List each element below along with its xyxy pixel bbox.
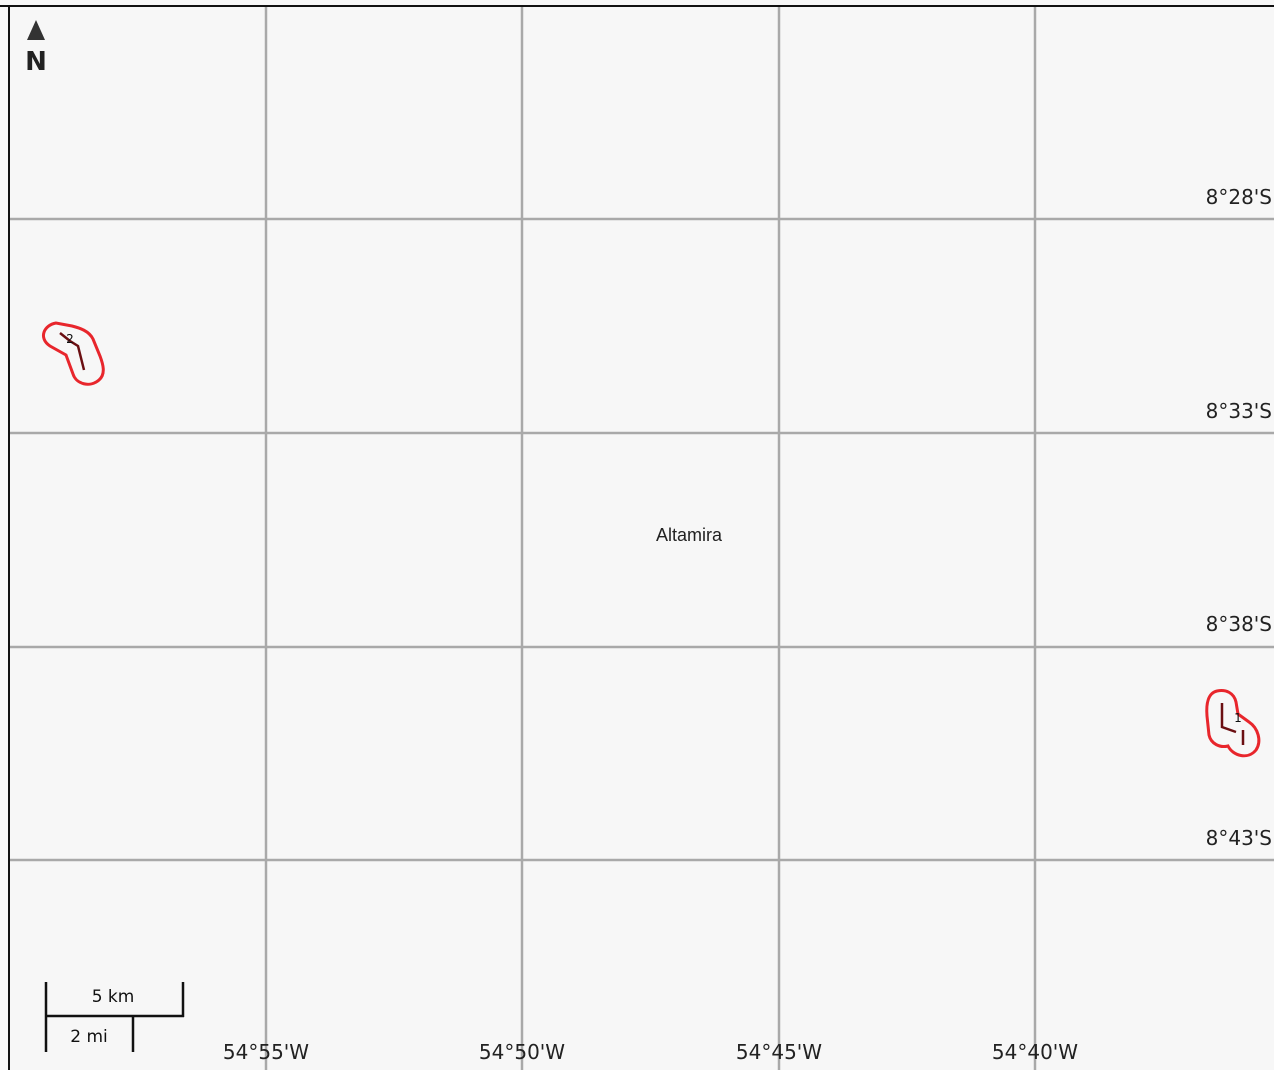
feature-buffer-outline bbox=[1205, 689, 1261, 758]
feature-marker-label: 1 bbox=[1234, 711, 1242, 725]
longitude-labels: 54°55'W 54°50'W 54°45'W 54°40'W bbox=[223, 1040, 1078, 1064]
graticule-meridians bbox=[264, 7, 1037, 1070]
north-arrow: N bbox=[25, 20, 47, 77]
feature-buffer-outline bbox=[41, 321, 105, 386]
longitude-label: 54°55'W bbox=[223, 1040, 309, 1064]
latitude-label: 8°38'S bbox=[1206, 612, 1272, 636]
latitude-labels: 8°28'S 8°33'S 8°38'S 8°43'S bbox=[1206, 185, 1272, 850]
feature-track-line bbox=[1220, 703, 1245, 745]
longitude-label: 54°45'W bbox=[736, 1040, 822, 1064]
north-arrow-icon bbox=[27, 20, 45, 40]
feature-track-line bbox=[59, 332, 86, 371]
scale-bar-imperial-label: 2 mi bbox=[70, 1027, 108, 1047]
track-feature-northwest[interactable]: 2 bbox=[41, 321, 105, 386]
feature-marker-label: 2 bbox=[66, 332, 74, 346]
latitude-label: 8°33'S bbox=[1206, 399, 1272, 423]
latitude-label: 8°43'S bbox=[1206, 826, 1272, 850]
longitude-label: 54°50'W bbox=[479, 1040, 565, 1064]
track-feature-east[interactable]: 1 bbox=[1205, 689, 1261, 758]
latitude-label: 8°28'S bbox=[1206, 185, 1272, 209]
scale-bar-metric-label: 5 km bbox=[92, 987, 135, 1007]
graticule-parallels bbox=[10, 217, 1274, 862]
longitude-label: 54°40'W bbox=[992, 1040, 1078, 1064]
place-label-altamira: Altamira bbox=[656, 525, 723, 545]
north-arrow-label: N bbox=[25, 47, 47, 77]
scale-bar: 5 km 2 mi bbox=[44, 982, 185, 1052]
